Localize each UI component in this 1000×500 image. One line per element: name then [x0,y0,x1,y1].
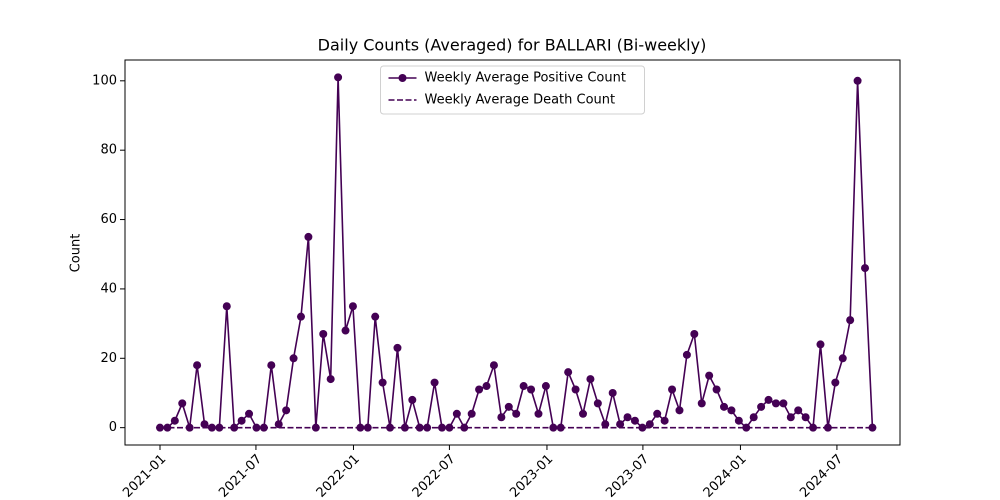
data-point [482,382,491,391]
data-point [720,402,729,411]
y-tick-label: 80 [100,143,117,158]
data-point [697,399,706,408]
data-point [668,385,677,394]
legend: Weekly Average Positive Count Weekly Aver… [380,65,645,115]
data-point [853,76,862,85]
y-axis-label: Count [69,234,84,273]
y-tick-label: 40 [100,281,117,296]
data-point [749,413,758,422]
data-point [170,416,179,425]
legend-label: Weekly Average Death Count [425,93,616,108]
data-point [809,423,818,432]
data-point [786,413,795,422]
chart-title: Daily Counts (Averaged) for BALLARI (Bi-… [318,36,707,55]
data-point [489,361,498,370]
data-point [838,354,847,363]
data-point [831,378,840,387]
legend-label: Weekly Average Positive Count [425,71,626,86]
data-point [237,416,246,425]
data-point [296,312,305,321]
data-point [764,395,773,404]
data-point [705,371,714,380]
data-point [638,423,647,432]
data-point [771,399,780,408]
data-point [282,406,291,415]
data-point [400,423,409,432]
data-point [163,423,172,432]
data-point [593,399,602,408]
data-point [200,420,209,429]
data-point [794,406,803,415]
data-point [267,361,276,370]
data-point [757,402,766,411]
data-point [393,343,402,352]
data-point [215,423,224,432]
y-tick-label: 0 [109,420,117,435]
data-point [734,416,743,425]
data-point [608,388,617,397]
data-point [623,413,632,422]
data-point [230,423,239,432]
data-point [430,378,439,387]
data-point [334,73,343,82]
data-point [816,340,825,349]
data-point [467,409,476,418]
data-point [660,416,669,425]
data-point [371,312,380,321]
data-point [675,406,684,415]
data-point [779,399,788,408]
data-point [690,330,699,339]
data-point [304,232,313,241]
data-point [645,420,654,429]
data-point [534,409,543,418]
data-point [868,423,877,432]
data-point [289,354,298,363]
legend-box [380,65,645,115]
data-point [630,416,639,425]
data-point [616,420,625,429]
data-point [497,413,506,422]
y-tick-label: 100 [92,73,117,88]
data-point [245,409,254,418]
data-point [801,413,810,422]
data-point [579,409,588,418]
data-point [475,385,484,394]
data-point [586,375,595,384]
data-point [178,399,187,408]
data-point [193,361,202,370]
data-point [564,368,573,377]
data-point [452,409,461,418]
data-point [601,420,610,429]
data-point [460,423,469,432]
plot-frame [124,59,901,446]
data-point [682,350,691,359]
data-point [408,395,417,404]
data-point [861,264,870,273]
data-point [319,330,328,339]
data-point [653,409,662,418]
data-point [341,326,350,335]
data-point [571,385,580,394]
data-point [348,302,357,311]
data-point [222,302,231,311]
data-point [727,406,736,415]
data-point [712,385,721,394]
data-point [326,375,335,384]
data-point [527,385,536,394]
y-tick-label: 60 [100,212,117,227]
data-point [378,378,387,387]
data-point [519,382,528,391]
y-tick-label: 20 [100,351,117,366]
data-point [512,409,521,418]
data-point [541,382,550,391]
data-point [846,316,855,325]
data-point [504,402,513,411]
data-point [274,420,283,429]
data-point [742,423,751,432]
legend-marker [398,74,407,82]
